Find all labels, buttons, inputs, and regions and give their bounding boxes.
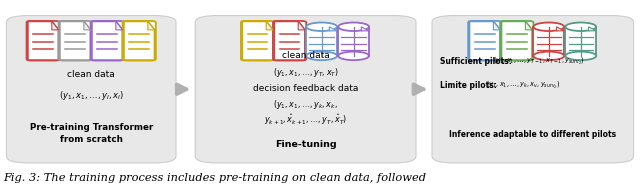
Polygon shape — [266, 21, 273, 30]
Polygon shape — [361, 27, 369, 31]
Ellipse shape — [566, 52, 596, 60]
Ellipse shape — [306, 23, 337, 31]
Ellipse shape — [306, 52, 337, 60]
Text: $(y_1, x_1, \ldots, y_I, x_I)$: $(y_1, x_1, \ldots, y_I, x_I)$ — [59, 89, 124, 102]
Polygon shape — [84, 21, 91, 30]
Text: $y_{k+1}, \hat{x}_{k+1}, \ldots, y_T, \hat{x}_T)$: $y_{k+1}, \hat{x}_{k+1}, \ldots, y_T, \h… — [264, 112, 348, 127]
Text: Fine-tuning: Fine-tuning — [275, 140, 337, 149]
FancyBboxPatch shape — [273, 21, 306, 61]
Polygon shape — [274, 21, 305, 60]
Text: $(y_1, x_1, \ldots, y_{T-1}, x_{T-1}, y_{surv_2})$: $(y_1, x_1, \ldots, y_{T-1}, x_{T-1}, y_… — [493, 56, 585, 68]
Polygon shape — [52, 21, 59, 30]
Polygon shape — [28, 21, 59, 60]
Text: $(y_1, x_1, \ldots, y_k, x_k,$: $(y_1, x_1, \ldots, y_k, x_k,$ — [273, 98, 338, 111]
Text: clean data: clean data — [67, 70, 115, 79]
Polygon shape — [148, 21, 155, 30]
Polygon shape — [502, 21, 532, 60]
Polygon shape — [92, 21, 123, 60]
FancyBboxPatch shape — [59, 21, 92, 61]
FancyBboxPatch shape — [27, 21, 60, 61]
Text: clean data: clean data — [282, 51, 330, 60]
FancyBboxPatch shape — [91, 21, 124, 61]
Text: Fig. 3: The training process includes pre-training on clean data, followed: Fig. 3: The training process includes pr… — [3, 172, 426, 183]
FancyBboxPatch shape — [534, 27, 564, 56]
Polygon shape — [242, 21, 273, 60]
Text: Inference adaptable to different pilots: Inference adaptable to different pilots — [449, 130, 616, 139]
Polygon shape — [589, 27, 596, 31]
FancyBboxPatch shape — [6, 16, 176, 163]
Text: $(y_1, x_1, \ldots, y_T, x_T)$: $(y_1, x_1, \ldots, y_T, x_T)$ — [273, 66, 339, 79]
Text: Pre-training Transformer
from scratch: Pre-training Transformer from scratch — [29, 123, 153, 144]
Ellipse shape — [339, 23, 369, 31]
Text: $(y_1, x_1, \ldots, y_k, x_v, y_{surv_2})$: $(y_1, x_1, \ldots, y_k, x_v, y_{surv_2}… — [486, 80, 560, 91]
Polygon shape — [470, 21, 500, 60]
Polygon shape — [557, 27, 564, 31]
Polygon shape — [329, 27, 337, 31]
FancyBboxPatch shape — [123, 21, 156, 61]
FancyBboxPatch shape — [432, 16, 634, 163]
Polygon shape — [298, 21, 305, 30]
Text: Sufficient pilots:: Sufficient pilots: — [440, 57, 514, 67]
Text: Limite pilots:: Limite pilots: — [440, 81, 502, 90]
Polygon shape — [493, 21, 500, 30]
FancyBboxPatch shape — [468, 21, 502, 61]
Ellipse shape — [534, 23, 564, 31]
Ellipse shape — [534, 52, 564, 60]
FancyBboxPatch shape — [339, 27, 369, 56]
Polygon shape — [60, 21, 91, 60]
Ellipse shape — [566, 23, 596, 31]
FancyBboxPatch shape — [241, 21, 274, 61]
Ellipse shape — [339, 52, 369, 60]
FancyBboxPatch shape — [500, 21, 534, 61]
Polygon shape — [124, 21, 155, 60]
FancyBboxPatch shape — [306, 27, 337, 56]
Polygon shape — [525, 21, 532, 30]
Text: decision feedback data: decision feedback data — [253, 84, 358, 93]
FancyBboxPatch shape — [566, 27, 596, 56]
FancyBboxPatch shape — [195, 16, 416, 163]
Polygon shape — [116, 21, 123, 30]
